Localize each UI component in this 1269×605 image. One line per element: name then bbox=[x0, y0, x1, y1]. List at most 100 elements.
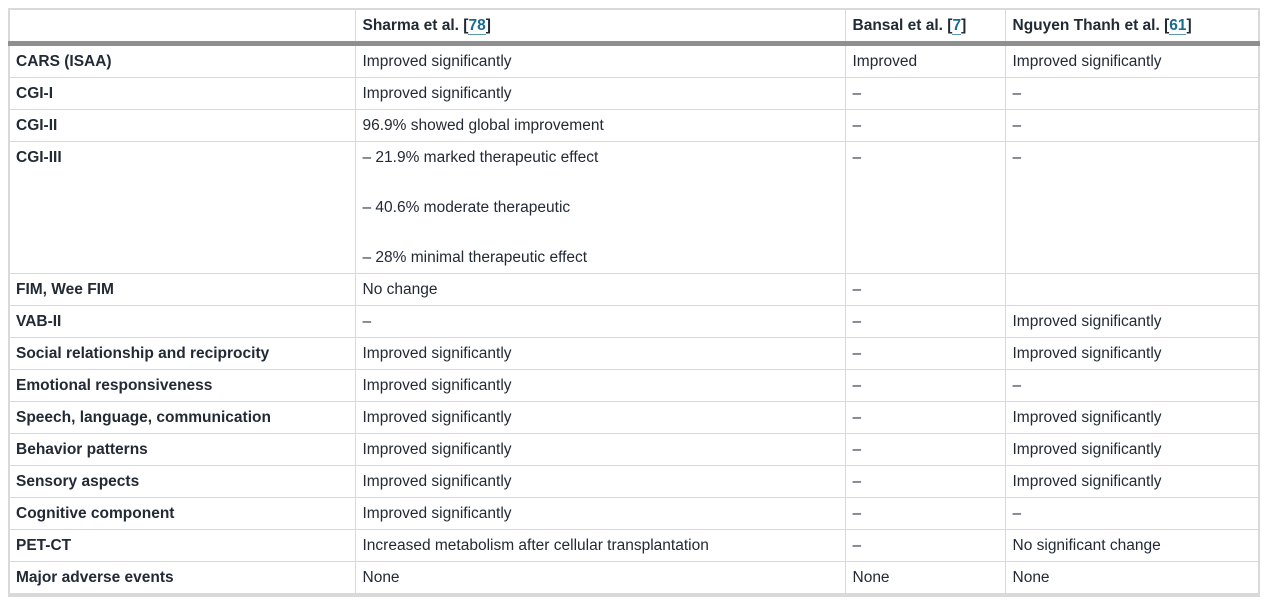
table-cell: Improved significantly bbox=[1004, 464, 1259, 497]
table-cell: – bbox=[844, 496, 1005, 529]
row-label: Social relationship and reciprocity bbox=[9, 336, 355, 369]
cell-text: – bbox=[852, 312, 862, 330]
cell-text: None bbox=[1012, 568, 1050, 586]
table-cell: Improved significantly bbox=[354, 400, 845, 433]
column-header-label: Sharma et al. [ bbox=[362, 16, 469, 34]
cell-text: Improved significantly bbox=[362, 84, 512, 102]
cell-text: Improved significantly bbox=[1012, 472, 1162, 490]
table-cell: – bbox=[1004, 496, 1259, 529]
cell-text: – bbox=[852, 440, 862, 458]
column-header: Nguyen Thanh et al. [61] bbox=[1004, 9, 1259, 46]
table-cell: Improved significantly bbox=[354, 336, 845, 369]
table-cell: – bbox=[844, 368, 1005, 401]
cell-text: – bbox=[1012, 376, 1022, 394]
cell-text: None bbox=[362, 568, 400, 586]
comparison-table: Sharma et al. [78] Bansal et al. [7] Nguye… bbox=[8, 8, 1260, 597]
cell-text: Improved significantly bbox=[1012, 344, 1162, 362]
cell-text: Increased metabolism after cellular tran… bbox=[362, 536, 709, 554]
row-label: Speech, language, communication bbox=[9, 400, 355, 433]
cell-text: – bbox=[852, 472, 862, 490]
table-cell: – 21.9% marked therapeutic effect – 40.6%… bbox=[354, 140, 845, 273]
row-label: CGI-I bbox=[9, 76, 355, 109]
table-cell: – bbox=[354, 304, 845, 337]
cell-text: None bbox=[852, 568, 890, 586]
cell-text: Improved bbox=[852, 52, 918, 70]
cell-text: Improved significantly bbox=[1012, 440, 1162, 458]
column-header-bracket: ] bbox=[961, 16, 967, 34]
table-cell: 96.9% showed global improvement bbox=[354, 108, 845, 141]
cell-text: – bbox=[362, 312, 372, 330]
cell-text: – bbox=[852, 280, 862, 298]
row-label: PET-CT bbox=[9, 528, 355, 561]
citation-link[interactable]: 61 bbox=[1169, 16, 1187, 35]
row-label: Emotional responsiveness bbox=[9, 368, 355, 401]
cell-text: Improved significantly bbox=[362, 376, 512, 394]
table-row: Emotional responsiveness Improved signifi… bbox=[9, 368, 1259, 401]
cell-text: – bbox=[852, 504, 862, 522]
table-row: Sensory aspects Improved significantly – Im… bbox=[9, 464, 1259, 497]
cell-text: Improved significantly bbox=[1012, 312, 1162, 330]
table-row: Speech, language, communication Improved … bbox=[9, 400, 1259, 433]
cell-text: – 28% minimal therapeutic effect bbox=[362, 248, 588, 266]
corner-header-cell bbox=[9, 9, 355, 46]
table-cell: No significant change bbox=[1004, 528, 1259, 561]
cell-text: – bbox=[1012, 116, 1022, 134]
table-row: Major adverse events None None None bbox=[9, 560, 1259, 595]
citation-link[interactable]: 7 bbox=[952, 16, 962, 35]
column-header-bracket: ] bbox=[1186, 16, 1192, 34]
row-label: Cognitive component bbox=[9, 496, 355, 529]
cell-text: – bbox=[852, 536, 862, 554]
cell-text: Improved significantly bbox=[362, 52, 512, 70]
table-cell: – bbox=[844, 336, 1005, 369]
table-cell: Improved significantly bbox=[1004, 336, 1259, 369]
cell-text: – bbox=[1012, 504, 1022, 522]
cell-text: Improved significantly bbox=[362, 408, 512, 426]
table-row: PET-CT Increased metabolism after cellula… bbox=[9, 528, 1259, 561]
citation-link[interactable]: 78 bbox=[468, 16, 486, 35]
table-cell: Improved significantly bbox=[354, 496, 845, 529]
table-cell: Improved significantly bbox=[354, 464, 845, 497]
table-cell: – bbox=[844, 304, 1005, 337]
row-label: CGI-III bbox=[9, 140, 355, 273]
header-row: Sharma et al. [78] Bansal et al. [7] Nguye… bbox=[9, 9, 1259, 46]
table-cell: Improved significantly bbox=[1004, 304, 1259, 337]
cell-text: No change bbox=[362, 280, 438, 298]
table-cell: – bbox=[1004, 140, 1259, 273]
cell-text: – bbox=[1012, 84, 1022, 102]
cell-text: Improved significantly bbox=[362, 344, 512, 362]
table-cell: – bbox=[844, 432, 1005, 465]
row-label: Sensory aspects bbox=[9, 464, 355, 497]
table-cell: Improved significantly bbox=[354, 368, 845, 401]
table-cell: – bbox=[844, 464, 1005, 497]
table-row: CGI-II 96.9% showed global improvement – – bbox=[9, 108, 1259, 141]
row-label: VAB-II bbox=[9, 304, 355, 337]
cell-text: – bbox=[852, 376, 862, 394]
table-row: FIM, Wee FIM No change – bbox=[9, 272, 1259, 305]
table-cell: – bbox=[844, 108, 1005, 141]
cell-text: No significant change bbox=[1012, 536, 1161, 554]
table-cell: – bbox=[1004, 108, 1259, 141]
table-row: CGI-I Improved significantly – – bbox=[9, 76, 1259, 109]
row-label: CARS (ISAA) bbox=[9, 42, 355, 77]
row-label: FIM, Wee FIM bbox=[9, 272, 355, 305]
table-row: VAB-II – – Improved significantly bbox=[9, 304, 1259, 337]
cell-text: – bbox=[852, 148, 862, 166]
table-cell: Improved significantly bbox=[1004, 432, 1259, 465]
table-cell: – bbox=[844, 528, 1005, 561]
table-cell: Increased metabolism after cellular tran… bbox=[354, 528, 845, 561]
cell-text: 96.9% showed global improvement bbox=[362, 116, 604, 134]
table-cell: Improved bbox=[844, 42, 1005, 77]
cell-text: – bbox=[852, 408, 862, 426]
table-cell: None bbox=[844, 560, 1005, 595]
table-cell: None bbox=[354, 560, 845, 595]
cell-text: Improved significantly bbox=[362, 472, 512, 490]
table-row: Social relationship and reciprocity Impro… bbox=[9, 336, 1259, 369]
table-cell: – bbox=[844, 400, 1005, 433]
table-row: Behavior patterns Improved significantly –… bbox=[9, 432, 1259, 465]
table-cell: No change bbox=[354, 272, 845, 305]
cell-text: – 21.9% marked therapeutic effect bbox=[362, 148, 599, 166]
table-cell: Improved significantly bbox=[354, 42, 845, 77]
table-cell: Improved significantly bbox=[1004, 400, 1259, 433]
cell-text: – bbox=[852, 84, 862, 102]
